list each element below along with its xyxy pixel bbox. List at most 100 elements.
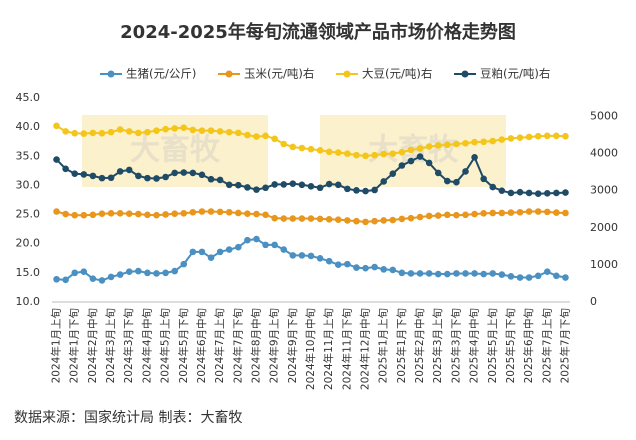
x-tick-label: 2024年4月中旬 [140, 308, 153, 383]
y2-tick-label: 4000 [590, 147, 618, 160]
point [53, 156, 60, 163]
x-tick-label: 2024年1月下旬 [68, 308, 81, 383]
point [425, 212, 433, 220]
point [125, 210, 133, 218]
point [498, 136, 506, 143]
y-tick-label: 15.0 [16, 266, 41, 279]
point [144, 128, 151, 136]
point [298, 215, 306, 222]
point [298, 144, 306, 152]
point [116, 126, 124, 133]
point [380, 178, 388, 185]
point [453, 211, 460, 219]
point [453, 140, 460, 148]
point [162, 173, 169, 181]
point [416, 213, 424, 221]
point [562, 274, 569, 281]
point [71, 211, 79, 219]
point [516, 274, 524, 281]
point [316, 254, 324, 262]
x-tick-label: 2025年4月中旬 [468, 308, 481, 383]
point [434, 142, 442, 149]
x-tick-label: 2025年5月下旬 [504, 308, 517, 383]
point [480, 138, 487, 146]
point [398, 215, 406, 223]
point [543, 190, 551, 197]
point [344, 260, 351, 268]
point [525, 274, 533, 281]
point [444, 211, 451, 219]
point [180, 260, 188, 268]
point [234, 129, 242, 137]
point [71, 269, 79, 277]
point [398, 162, 406, 169]
point [389, 266, 397, 274]
point [189, 208, 197, 216]
point [98, 277, 106, 284]
point [480, 210, 487, 217]
point [62, 128, 69, 135]
point [289, 215, 297, 222]
point [416, 270, 424, 277]
point [534, 272, 542, 280]
point [534, 208, 542, 215]
point [489, 183, 497, 191]
point [253, 133, 260, 140]
point [553, 132, 560, 140]
legend-label: 生猪(元/公斤) [126, 67, 196, 81]
point [62, 210, 69, 218]
point [135, 172, 142, 180]
point [125, 268, 133, 275]
point [89, 129, 97, 137]
point [62, 276, 69, 284]
point [171, 169, 178, 177]
legend-label: 玉米(元/吨)右 [244, 67, 314, 81]
point [171, 210, 178, 218]
x-tick-label: 2025年2月中旬 [413, 308, 426, 383]
point [389, 170, 397, 177]
point [344, 185, 351, 193]
point [407, 146, 415, 154]
point [553, 209, 560, 216]
point [407, 270, 415, 277]
point [316, 184, 324, 192]
point [234, 243, 242, 251]
point [244, 236, 251, 244]
point [562, 209, 569, 217]
point [98, 129, 106, 137]
point [489, 270, 497, 277]
x-tick-label: 2025年1月下旬 [395, 308, 408, 383]
y-tick-label: 20.0 [16, 237, 41, 250]
legend-label: 豆粕(元/吨)右 [480, 67, 550, 81]
point [253, 186, 260, 193]
point [225, 181, 233, 189]
point [116, 210, 124, 217]
point [262, 211, 269, 219]
point [507, 273, 515, 280]
point [507, 135, 515, 142]
point [389, 150, 397, 157]
point [553, 272, 560, 280]
point [244, 131, 251, 139]
x-tick-label: 2024年11月下旬 [340, 308, 353, 390]
point [271, 214, 278, 222]
point [289, 252, 297, 259]
point [198, 208, 206, 215]
point [444, 177, 451, 185]
x-tick-label: 2024年3月上旬 [104, 308, 117, 383]
point [89, 275, 97, 282]
y-tick-label: 10.0 [16, 295, 41, 308]
point [534, 190, 542, 197]
point [407, 157, 415, 165]
point [180, 124, 188, 131]
point [171, 125, 178, 132]
point [462, 168, 469, 175]
point [144, 174, 151, 182]
point [489, 209, 497, 217]
point [516, 188, 524, 196]
point [207, 208, 215, 215]
point [171, 267, 178, 275]
point [71, 129, 79, 137]
x-tick-label: 2024年11月上旬 [322, 308, 335, 390]
point [371, 186, 378, 194]
